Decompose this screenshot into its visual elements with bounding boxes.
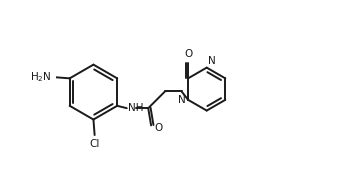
Text: O: O [184,49,192,59]
Text: NH: NH [129,103,144,113]
Text: N: N [208,56,216,66]
Text: O: O [154,123,162,133]
Text: Cl: Cl [90,139,100,149]
Text: N: N [179,95,186,105]
Text: H$_2$N: H$_2$N [30,70,52,84]
